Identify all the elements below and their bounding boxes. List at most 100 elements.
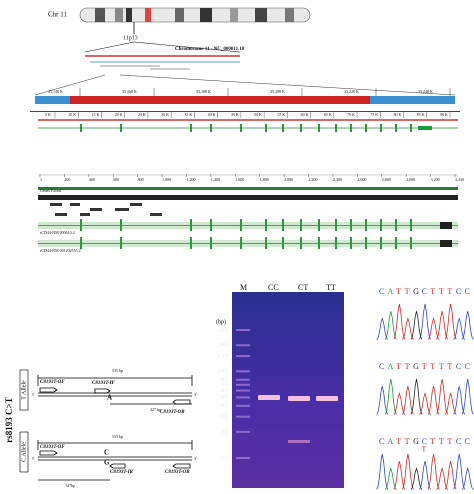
exon	[190, 124, 192, 132]
allele-label: T Allele	[21, 380, 27, 400]
ruler-label: 20 K	[115, 112, 123, 117]
ruler-label: 65 K	[324, 112, 332, 117]
trace-peak	[427, 453, 440, 490]
exon	[380, 237, 382, 249]
trace-peak	[419, 391, 431, 415]
base-call: T	[396, 437, 401, 446]
exon	[300, 124, 302, 132]
overlay-base: T	[422, 446, 427, 454]
ruler-label: 200	[64, 177, 70, 182]
trace-peak	[461, 311, 474, 340]
exon	[190, 237, 192, 249]
exon	[335, 237, 337, 249]
chromosome-label: Chr 11	[48, 11, 67, 19]
allele-label: C Allele	[21, 442, 27, 462]
exon	[318, 124, 320, 132]
trace-peak	[410, 378, 423, 415]
snp-label: rs8193 C>T	[4, 397, 14, 442]
ruler-label: 35,248 K	[418, 89, 433, 95]
exon	[240, 237, 242, 249]
ladder-band	[236, 396, 250, 399]
trace-peak	[461, 466, 474, 490]
trace-peak	[444, 391, 457, 415]
strand-end: 3'	[194, 456, 197, 461]
primer-label: C8193T-OR	[160, 410, 185, 415]
base-call: T	[396, 362, 401, 371]
trace-peak	[461, 378, 474, 415]
exon	[410, 124, 412, 132]
dna-band	[288, 396, 310, 401]
trace-peak	[384, 311, 397, 340]
base-call: C	[456, 287, 461, 296]
ruler-label: 1	[40, 177, 42, 182]
trace-peak	[444, 461, 457, 490]
strand-end: 5'	[32, 392, 35, 397]
ladder-band	[236, 378, 250, 381]
exon	[318, 219, 320, 231]
trace-peak	[427, 386, 440, 415]
base-call: G	[413, 287, 419, 296]
exon	[365, 237, 367, 249]
exon	[240, 219, 242, 231]
dna-band	[258, 395, 280, 400]
base-label: A	[107, 394, 112, 402]
marker-label: 400	[220, 403, 229, 409]
exon	[335, 124, 337, 132]
trace-peak	[393, 391, 406, 415]
base-call: A	[388, 287, 394, 296]
trace-peak	[376, 316, 389, 340]
trace-peak	[436, 378, 449, 415]
lane-label: M	[240, 283, 247, 292]
ladder-band	[236, 344, 250, 347]
ruler-label: 1,000	[162, 177, 171, 183]
base-label: C	[104, 449, 109, 457]
band-label: 11p13	[123, 35, 138, 41]
exon	[80, 219, 82, 231]
ruler-label: 70 K	[347, 112, 355, 117]
primer-label: C8193T-IF	[92, 381, 116, 386]
transcript-view	[38, 124, 458, 249]
exon	[380, 219, 382, 231]
ruler-label: 1,800	[260, 177, 269, 183]
product-size: 147bp	[65, 483, 75, 488]
trace-peak	[419, 461, 431, 490]
marker-label: 800	[220, 377, 229, 383]
lane-label: TT	[326, 283, 336, 292]
marker-label: 3000	[217, 327, 229, 333]
primer-label: C8193T-OR	[165, 470, 190, 475]
product-size: 535 bp	[112, 434, 123, 439]
ruler-label: 50 K	[254, 112, 262, 117]
marker-label: 1000	[217, 369, 229, 375]
strand-end: 5'	[32, 456, 35, 461]
base-call: T	[430, 287, 435, 296]
base-call: G	[413, 362, 419, 371]
exon	[350, 219, 352, 231]
trace-peak	[453, 316, 466, 340]
ruler-label: 35,228 K	[344, 89, 359, 95]
trace-peak	[401, 453, 414, 490]
ruler-label: 90 K	[440, 112, 448, 117]
track-label: Genes Exons	[40, 188, 61, 193]
exon	[120, 219, 122, 231]
exon	[265, 237, 267, 249]
base-label: G	[104, 459, 110, 467]
trace-peak	[376, 453, 389, 490]
base-call: C	[456, 437, 461, 446]
transcript-label: rCD44-NM 001202555.2	[40, 248, 81, 253]
base-call: T	[447, 437, 452, 446]
marker-label: 100	[220, 455, 229, 461]
ladder-band	[236, 389, 250, 392]
ruler-label: 1,400	[211, 177, 220, 183]
ruler-label: 85 K	[417, 112, 425, 117]
ruler-label: 15 K	[91, 112, 99, 117]
ruler-label: 2,800	[382, 177, 391, 183]
trace-peak	[384, 466, 397, 490]
ruler-label: 3,200	[431, 177, 440, 183]
marker-label: 500	[220, 395, 229, 401]
exon	[395, 124, 397, 132]
trace-peak	[453, 453, 466, 490]
base-call: A	[388, 362, 394, 371]
ruler-label: 35,208 K	[270, 89, 285, 95]
base-call: T	[447, 362, 452, 371]
